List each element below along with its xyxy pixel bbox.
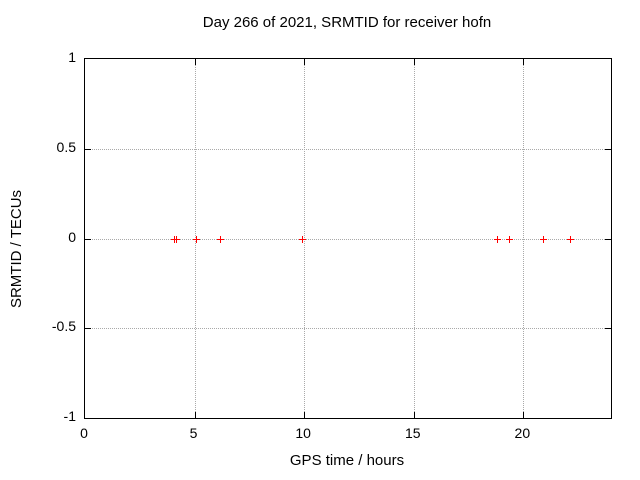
y-gridline [85, 148, 611, 150]
data-point-marker [505, 235, 513, 243]
x-tick-mark [194, 412, 196, 418]
plus-marker-vbar [301, 235, 303, 243]
x-tick-label: 10 [295, 425, 311, 441]
y-tick-mark [605, 328, 611, 330]
x-tick-label: 5 [189, 425, 198, 441]
y-tick-label: 0.5 [56, 138, 76, 155]
y-tick-label: 1 [68, 49, 76, 65]
y-tick-mark [85, 238, 91, 240]
x-axis-label: GPS time / hours [289, 452, 405, 469]
x-tick-mark [194, 59, 196, 65]
plus-marker-vbar [543, 235, 545, 243]
x-tick-mark [523, 412, 525, 418]
data-point-marker [192, 235, 200, 243]
plus-marker-vbar [175, 235, 177, 243]
plus-marker-vbar [497, 235, 499, 243]
plus-marker-vbar [220, 235, 221, 243]
y-tick-mark [605, 238, 611, 240]
data-point-marker [217, 235, 224, 243]
x-tick-mark [523, 59, 525, 65]
plus-marker-vbar [508, 235, 510, 243]
data-point-marker [540, 235, 548, 243]
x-tick-label: 20 [514, 425, 531, 441]
data-point-marker [567, 235, 575, 243]
chart-title: Day 266 of 2021, SRMTID for receiver hof… [202, 14, 492, 31]
x-tick-mark [413, 412, 415, 418]
data-point-marker [494, 235, 502, 243]
y-tick-label: 0 [68, 228, 76, 245]
x-tick-mark [304, 412, 306, 418]
plus-marker-vbar [570, 235, 572, 243]
x-tick-mark [304, 59, 306, 65]
x-tick-mark [413, 59, 415, 65]
y-tick-label: -1 [63, 408, 76, 424]
data-point-marker [172, 235, 180, 243]
y-gridline [85, 328, 611, 330]
plot-area [84, 58, 612, 419]
y-tick-mark [85, 328, 91, 330]
y-tick-mark [605, 148, 611, 150]
y-tick-mark [85, 148, 91, 150]
plus-marker-vbar [195, 235, 197, 243]
data-point-marker [298, 235, 306, 243]
y-tick-label: -0.5 [51, 318, 76, 335]
y-axis-label: SRMTID / TECUs [8, 189, 25, 309]
x-tick-label: 0 [80, 425, 88, 441]
y-gridline [85, 238, 611, 240]
x-tick-label: 15 [404, 425, 421, 441]
